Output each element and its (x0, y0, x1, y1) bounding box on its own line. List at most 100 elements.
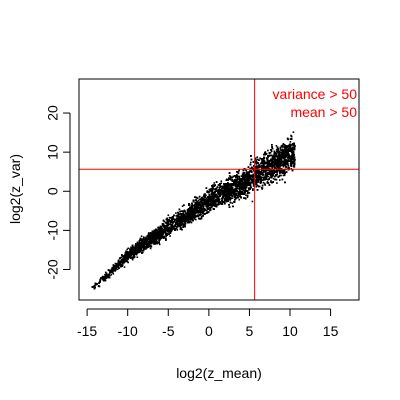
data-point (267, 175, 270, 178)
data-point (275, 145, 278, 147)
data-point (270, 180, 272, 182)
data-point (108, 276, 111, 279)
data-point (275, 164, 277, 167)
data-point (117, 264, 119, 266)
data-point (279, 179, 281, 181)
data-point (221, 202, 224, 204)
data-point (278, 151, 280, 154)
data-point (255, 186, 258, 188)
data-point (261, 169, 264, 171)
data-point (126, 248, 128, 251)
data-point (242, 179, 244, 181)
data-point (127, 247, 130, 250)
data-point (276, 153, 278, 155)
data-point (291, 154, 293, 156)
data-point (140, 242, 143, 244)
data-point (216, 190, 219, 192)
data-point (141, 238, 143, 240)
data-point (136, 256, 139, 258)
data-point (283, 169, 286, 171)
data-point (254, 165, 257, 168)
data-point (251, 200, 254, 203)
data-point (292, 131, 295, 133)
data-point (255, 159, 257, 161)
data-point (223, 183, 225, 185)
data-point (283, 150, 285, 152)
data-point (239, 192, 241, 194)
data-point (202, 206, 205, 208)
data-point (259, 157, 261, 159)
data-point (275, 178, 278, 181)
data-point (212, 184, 214, 186)
data-point (250, 167, 252, 170)
data-point (287, 163, 289, 165)
data-point (285, 148, 287, 150)
data-point (282, 169, 285, 172)
data-point (204, 213, 207, 215)
data-point (261, 176, 263, 179)
data-point (237, 192, 239, 194)
data-point (270, 181, 272, 183)
data-point (228, 190, 230, 192)
data-point (173, 225, 175, 228)
data-point (254, 166, 256, 169)
data-point (248, 176, 250, 179)
data-point (267, 149, 269, 152)
data-point (219, 191, 221, 194)
data-point (289, 141, 292, 143)
data-point (221, 201, 224, 203)
data-point (279, 165, 281, 168)
data-point (264, 172, 267, 174)
data-point (176, 226, 178, 228)
data-point (205, 194, 207, 196)
data-point (246, 196, 249, 199)
data-point (266, 180, 269, 183)
data-point (261, 188, 263, 190)
data-point (290, 134, 292, 137)
data-point (112, 264, 115, 266)
data-point (191, 204, 193, 207)
data-point (215, 204, 217, 206)
data-point (243, 197, 245, 199)
data-point (184, 221, 186, 223)
data-point (147, 232, 150, 234)
data-point (250, 178, 252, 181)
data-point (245, 169, 247, 172)
data-point (181, 221, 184, 224)
data-point (250, 161, 252, 164)
data-point (292, 144, 294, 147)
data-point (275, 154, 277, 156)
data-point (239, 190, 241, 193)
data-point (231, 197, 233, 199)
data-point (219, 186, 222, 189)
data-point (195, 218, 197, 221)
data-point (292, 148, 295, 151)
data-point (125, 250, 127, 252)
data-point (231, 202, 234, 204)
data-point (188, 221, 191, 224)
data-point (262, 181, 265, 184)
data-point (245, 175, 248, 177)
data-point (265, 157, 268, 159)
data-point (219, 184, 221, 187)
data-point (143, 237, 145, 239)
data-point (208, 198, 210, 200)
data-point (171, 216, 173, 219)
data-point (279, 151, 282, 154)
data-point (275, 148, 278, 151)
data-point (244, 188, 247, 190)
data-point (184, 223, 187, 225)
data-point (127, 258, 129, 261)
data-point (93, 285, 96, 288)
data-point (238, 195, 240, 197)
data-point (283, 149, 285, 151)
data-point (201, 212, 204, 215)
data-point (157, 226, 159, 229)
data-point (282, 143, 285, 145)
data-point (219, 195, 221, 197)
data-point (208, 193, 210, 196)
data-point (189, 217, 191, 219)
data-point (234, 190, 237, 193)
data-point (165, 235, 167, 237)
